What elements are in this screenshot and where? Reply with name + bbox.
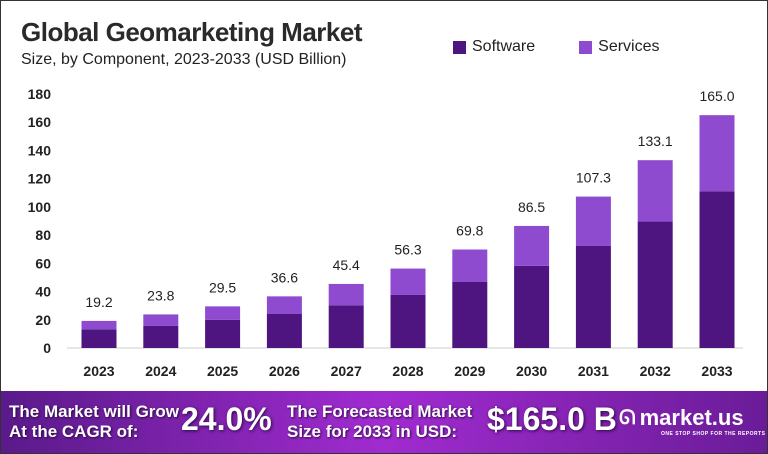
data-label-2027: 45.4 <box>333 257 360 273</box>
legend-swatch-software <box>453 40 466 54</box>
x-tick-label: 2031 <box>578 363 609 379</box>
x-tick-label: 2025 <box>207 363 238 379</box>
brand-name: market.us <box>639 405 744 430</box>
bar-services-2023 <box>81 320 117 330</box>
bar-services-2024 <box>143 314 179 326</box>
x-tick-label: 2033 <box>701 363 732 379</box>
brand-logo: ᘏ market.us <box>619 405 744 431</box>
bar-software-2029 <box>452 281 488 348</box>
forecast-value: $165.0 B <box>487 401 617 437</box>
bar-software-2025 <box>205 319 241 348</box>
y-tick-label: 180 <box>28 86 52 102</box>
brand-tagline: ONE STOP SHOP FOR THE REPORTS <box>661 431 766 437</box>
bar-services-2032 <box>637 160 673 222</box>
forecast-label-line2: Size for 2033 in USD: <box>287 422 458 441</box>
data-label-2028: 56.3 <box>394 242 421 258</box>
legend-item-services: Services <box>579 38 660 56</box>
y-tick-label: 40 <box>35 284 51 300</box>
cagr-value: 24.0% <box>181 401 272 437</box>
bar-services-2030 <box>514 225 550 266</box>
cagr-label: The Market will Grow At the CAGR of: <box>9 402 179 442</box>
x-tick-label: 2023 <box>83 363 114 379</box>
x-tick-label: 2027 <box>331 363 362 379</box>
y-tick-label: 140 <box>28 142 52 158</box>
data-label-2033: 165.0 <box>699 88 734 104</box>
bar-services-2025 <box>205 306 241 320</box>
bar-services-2027 <box>328 283 364 306</box>
x-tick-label: 2030 <box>516 363 547 379</box>
brand-logo-icon: ᘏ <box>619 406 636 429</box>
bar-software-2026 <box>266 313 302 348</box>
legend-item-software: Software <box>453 38 535 56</box>
legend: Software Services <box>453 38 660 56</box>
forecast-label: The Forecasted Market Size for 2033 in US… <box>287 402 472 442</box>
legend-swatch-services <box>579 40 593 54</box>
bar-software-2033 <box>699 191 735 348</box>
x-tick-label: 2029 <box>454 363 485 379</box>
bar-services-2031 <box>575 196 611 246</box>
bar-services-2029 <box>452 249 488 282</box>
data-label-2026: 36.6 <box>271 269 298 285</box>
chart-subtitle: Size, by Component, 2023-2033 (USD Billi… <box>21 51 347 68</box>
forecast-label-line1: The Forecasted Market <box>287 402 473 421</box>
cagr-label-line2: At the CAGR of: <box>9 422 139 441</box>
data-label-2031: 107.3 <box>576 170 611 186</box>
y-tick-label: 20 <box>35 312 51 328</box>
legend-label-services: Services <box>598 38 660 55</box>
y-tick-label: 160 <box>28 114 52 130</box>
bar-software-2028 <box>390 294 426 348</box>
data-label-2025: 29.5 <box>209 279 236 295</box>
x-tick-label: 2024 <box>145 363 176 379</box>
bar-services-2028 <box>390 268 426 295</box>
bar-software-2031 <box>575 245 611 348</box>
x-tick-label: 2026 <box>269 363 300 379</box>
bar-software-2032 <box>637 221 673 348</box>
cagr-label-line1: The Market will Grow <box>9 402 180 421</box>
data-label-2030: 86.5 <box>518 199 545 215</box>
bar-software-2023 <box>81 329 117 348</box>
y-tick-label: 60 <box>35 255 51 271</box>
y-tick-label: 120 <box>28 171 52 187</box>
bar-services-2033 <box>699 115 735 192</box>
bar-software-2027 <box>328 305 364 348</box>
data-label-2029: 69.8 <box>456 223 483 239</box>
x-tick-label: 2032 <box>640 363 671 379</box>
y-tick-label: 100 <box>28 199 52 215</box>
bar-chart: 0 20 40 60 80 100 120 140 160 180 19.2 2023 23.8 2024… <box>28 86 743 379</box>
data-label-2024: 23.8 <box>147 287 174 303</box>
data-label-2032: 133.1 <box>638 133 673 149</box>
summary-banner: The Market will Grow At the CAGR of: 24.0… <box>1 391 767 453</box>
bar-software-2030 <box>514 265 550 348</box>
chart-title: Global Geomarketing Market <box>21 17 362 47</box>
bar-software-2024 <box>143 325 179 348</box>
y-tick-label: 80 <box>35 227 51 243</box>
bar-services-2026 <box>266 296 302 314</box>
legend-label-software: Software <box>472 38 536 55</box>
y-tick-label: 0 <box>43 340 51 356</box>
x-tick-label: 2028 <box>392 363 423 379</box>
data-label-2023: 19.2 <box>85 294 112 310</box>
